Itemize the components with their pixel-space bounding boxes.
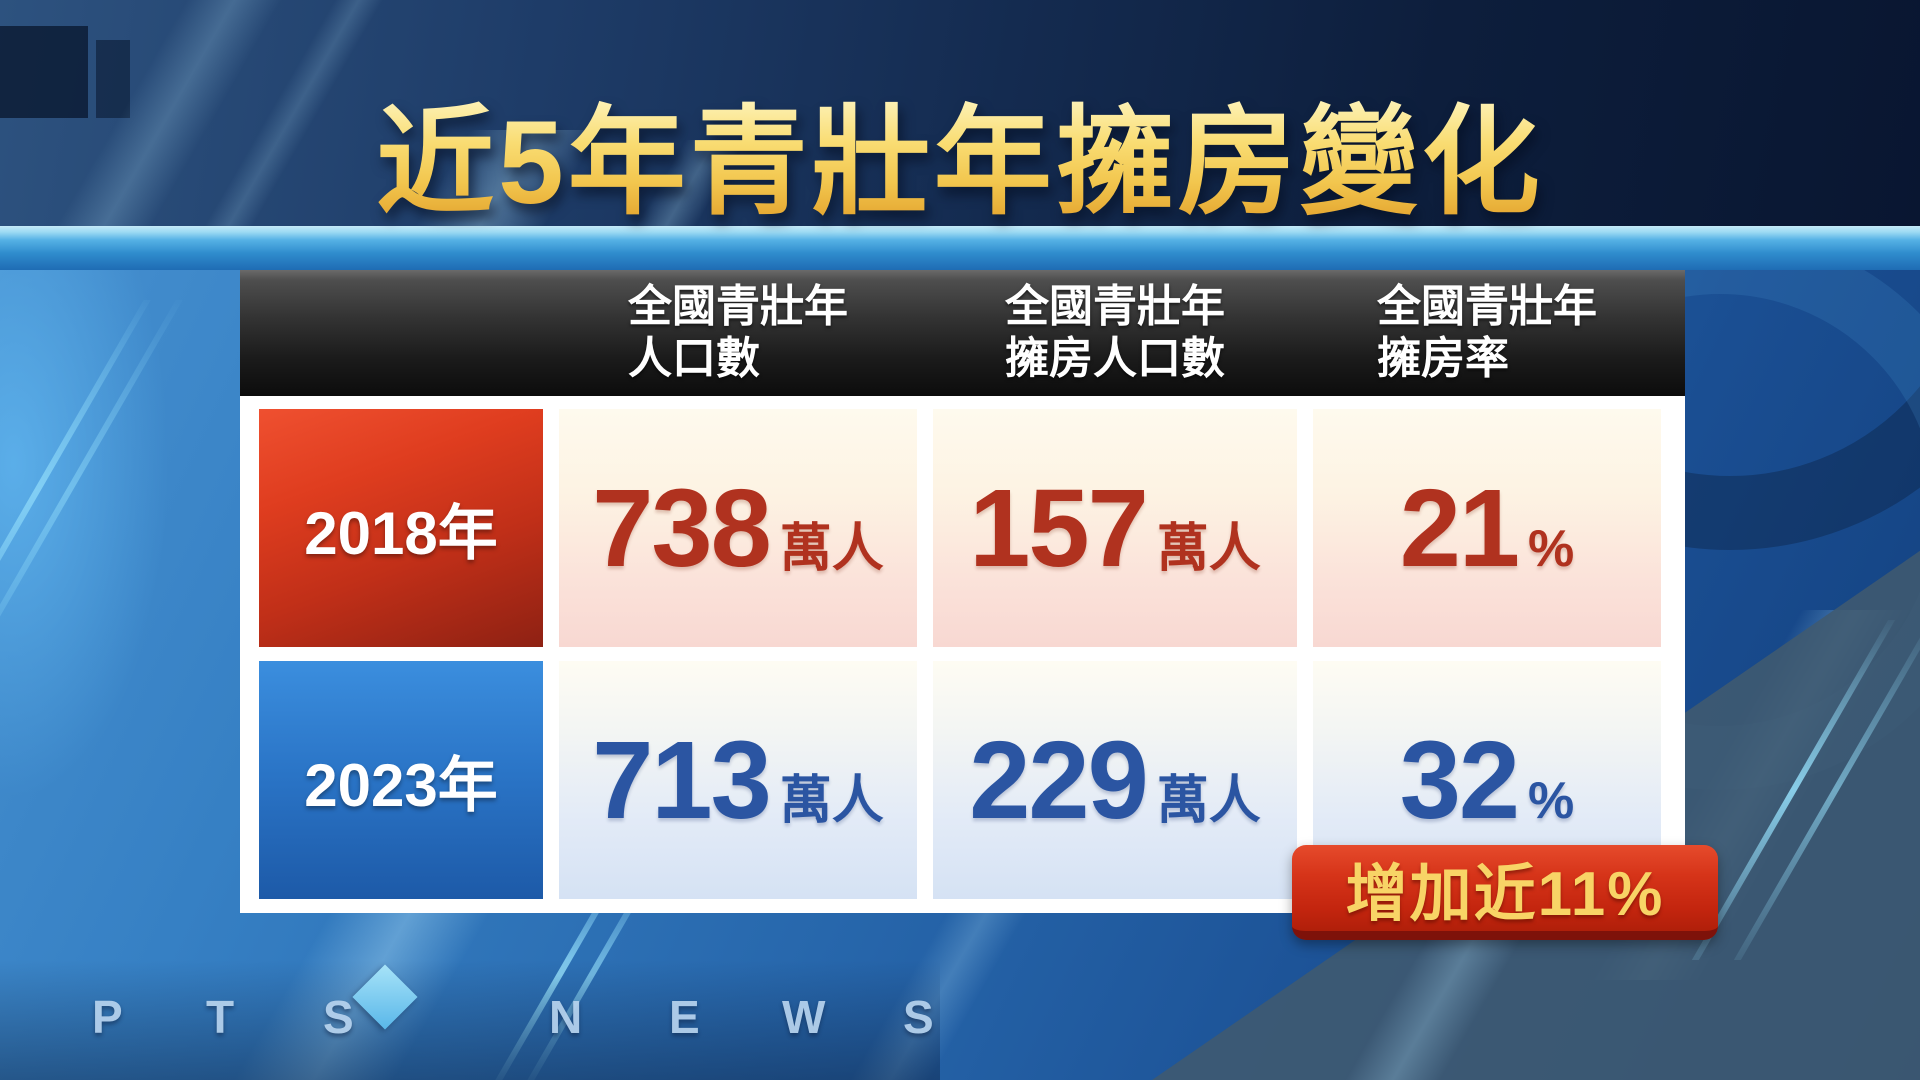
unit: % — [1528, 519, 1575, 578]
background-glow — [0, 240, 170, 800]
value: 229 — [969, 718, 1149, 842]
header-homeowners: 全國青壯年 擁房人口數 — [933, 281, 1297, 385]
background-cyan-band — [0, 226, 1920, 270]
header-ownership-rate-line1: 全國青壯年 — [1377, 282, 1597, 332]
cell-homeowners-2018: 157 萬人 — [933, 409, 1297, 647]
increase-badge: 增加近11% — [1292, 845, 1718, 940]
channel-letter: W — [782, 991, 826, 1043]
data-table: 全國青壯年 人口數 全國青壯年 擁房人口數 全國青壯年 擁房率 2018年 73… — [240, 270, 1685, 913]
header-population: 全國青壯年 人口數 — [559, 281, 917, 385]
unit: 萬人 — [779, 519, 884, 578]
value: 738 — [592, 466, 772, 590]
value: 157 — [969, 466, 1149, 590]
year-label: 2018年 — [259, 409, 543, 647]
header-population-line1: 全國青壯年 — [628, 282, 848, 332]
background-corner-block — [0, 26, 88, 118]
header-homeowners-line1: 全國青壯年 — [1005, 282, 1225, 332]
page-title: 近5年青壯年擁房變化 — [376, 66, 1544, 237]
channel-letter: S — [323, 991, 354, 1043]
table-header-row: 全國青壯年 人口數 全國青壯年 擁房人口數 全國青壯年 擁房率 — [240, 270, 1685, 396]
header-homeowners-line2: 擁房人口數 — [1005, 334, 1225, 383]
channel-letter: E — [669, 991, 700, 1043]
unit: 萬人 — [1156, 519, 1261, 578]
unit: % — [1528, 771, 1575, 830]
cell-population-2018: 738 萬人 — [559, 409, 917, 647]
channel-letter: N — [549, 991, 583, 1043]
value: 21 — [1399, 466, 1520, 590]
cell-population-2023: 713 萬人 — [559, 661, 917, 899]
channel-letter: S — [903, 991, 934, 1043]
header-ownership-rate-line2: 擁房率 — [1377, 334, 1509, 383]
value: 32 — [1399, 718, 1520, 842]
year-label: 2023年 — [259, 661, 543, 899]
background-top-dark-band — [0, 0, 1920, 232]
header-population-line2: 人口數 — [628, 334, 760, 383]
value: 713 — [592, 718, 772, 842]
background-bottom-shade — [0, 960, 940, 1080]
cell-ownership-rate-2018: 21 % — [1313, 409, 1661, 647]
table-row-2018: 2018年 738 萬人 157 萬人 21 % — [259, 409, 1666, 647]
unit: 萬人 — [1156, 771, 1261, 830]
background-corner-block — [96, 40, 130, 118]
unit: 萬人 — [779, 771, 884, 830]
cell-homeowners-2023: 229 萬人 — [933, 661, 1297, 899]
channel-letter: P — [92, 991, 123, 1043]
table-body: 2018年 738 萬人 157 萬人 21 % 20 — [240, 396, 1685, 913]
channel-letter: T — [206, 991, 235, 1043]
header-ownership-rate: 全國青壯年 擁房率 — [1313, 281, 1661, 385]
